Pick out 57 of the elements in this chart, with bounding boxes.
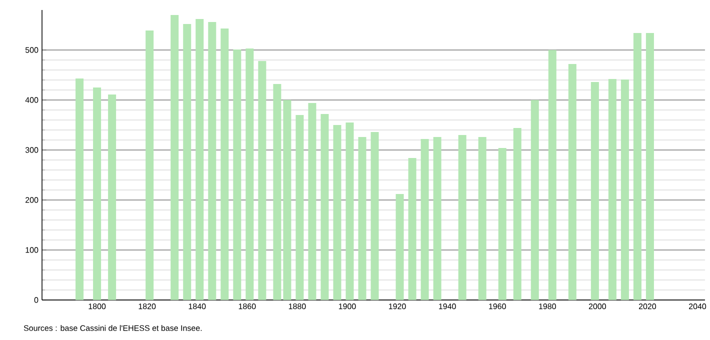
bar: [183, 24, 192, 300]
x-tick-label: 1960: [489, 304, 506, 310]
bar: [620, 79, 629, 300]
bar: [208, 22, 216, 300]
x-tick-label: 2040: [688, 304, 706, 310]
bar: [258, 60, 266, 300]
x-tick-label: 1900: [338, 304, 356, 310]
x-tick-label: 2020: [638, 304, 656, 310]
y-tick-label: 0: [34, 297, 38, 303]
y-tick-label: 400: [25, 97, 38, 103]
x-tick-label: 1980: [539, 304, 556, 310]
bar: [530, 100, 539, 300]
x-tick-label: 1860: [238, 304, 256, 310]
bar: [608, 78, 616, 300]
bar: [233, 49, 242, 300]
bar: [478, 136, 486, 300]
x-tick-label: 2000: [588, 304, 606, 310]
bar: [246, 48, 254, 300]
bar: [408, 158, 416, 300]
bar: [420, 138, 429, 300]
y-tick-label: 300: [25, 147, 38, 153]
bar: [296, 114, 304, 300]
bar: [333, 124, 342, 300]
bar: [646, 32, 654, 300]
bar: [346, 122, 354, 300]
bar: [513, 128, 522, 300]
bar: [283, 100, 292, 300]
bar: [76, 78, 84, 300]
bar: [93, 87, 102, 300]
bar: [370, 132, 379, 300]
x-tick-label: 1880: [288, 304, 306, 310]
x-tick-label: 1920: [388, 304, 406, 310]
bar: [308, 102, 316, 300]
bar: [273, 84, 282, 300]
bar: [196, 18, 204, 300]
y-tick-label: 200: [26, 197, 38, 203]
bar: [568, 64, 576, 300]
x-tick-label: 1820: [138, 304, 156, 310]
bar: [108, 94, 116, 300]
bar: [458, 134, 466, 300]
bar: [498, 148, 506, 300]
x-tick-label: 1800: [88, 304, 106, 310]
bar: [548, 50, 556, 300]
bar: [433, 136, 442, 300]
bar: [396, 194, 404, 300]
x-tick-label: 1840: [188, 304, 206, 310]
bar: [590, 82, 599, 300]
bar: [320, 114, 329, 300]
y-tick-label: 100: [26, 247, 38, 253]
bar: [146, 30, 154, 300]
bar: [170, 14, 179, 300]
bar: [220, 28, 229, 300]
bar: [358, 136, 366, 300]
y-tick-label: 500: [25, 47, 38, 53]
bar: [633, 32, 642, 300]
source-note: Sources : base Cassini de l'EHESS et base Insee.: [24, 325, 202, 331]
x-tick-label: 1940: [439, 304, 456, 310]
